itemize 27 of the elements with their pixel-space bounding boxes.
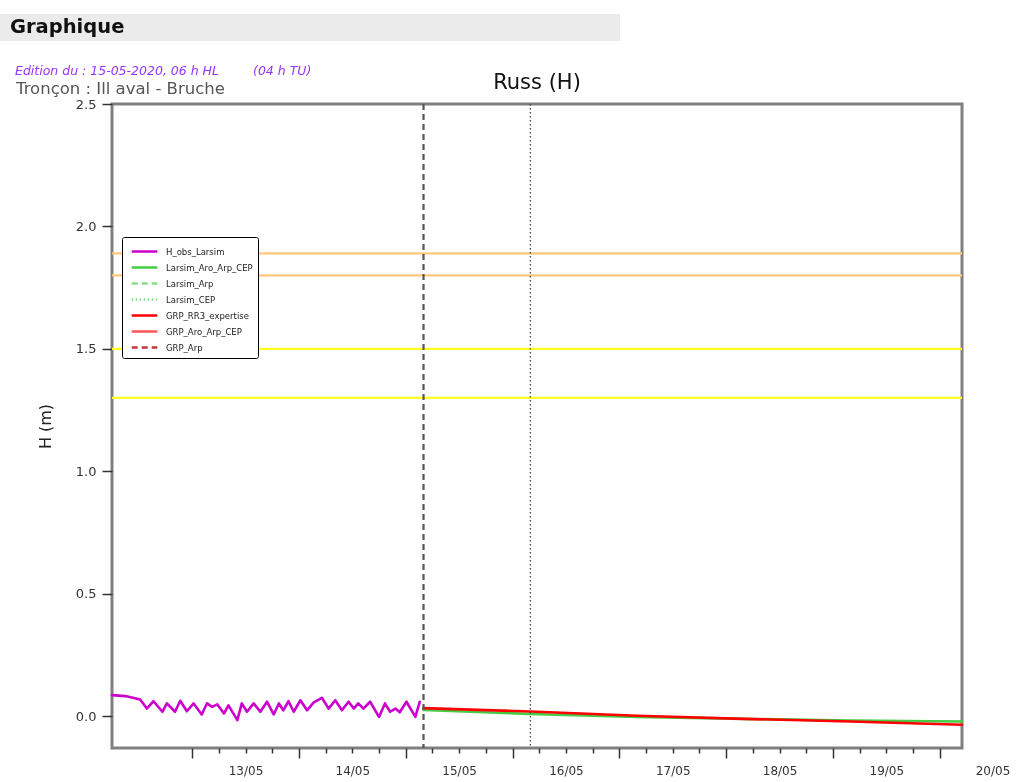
y-tick-label: 1.5: [75, 341, 97, 357]
x-tick-label: 19/05: [869, 763, 905, 778]
y-axis-title: H (m): [35, 403, 55, 450]
x-tick-label: 13/05: [228, 763, 264, 778]
x-tick-label: 16/05: [549, 763, 584, 778]
text: Edition du : 15-05-2020, 06 h HL: [15, 63, 219, 78]
legend-label: Larsim_CEP: [166, 294, 216, 305]
y-tick-label: 0.0: [75, 708, 97, 724]
legend-label: GRP_Arp: [166, 342, 203, 353]
text: 20/05: [975, 764, 1011, 778]
y-tick-label: 1.0: [75, 463, 97, 479]
x-tick-label: 14/05: [335, 763, 371, 778]
y-tick-label: 2.0: [75, 218, 97, 234]
x-tick-label: 17/05: [655, 763, 691, 778]
legend-label: Larsim_Arp: [166, 278, 214, 289]
legend-label: H_obs_Larsim: [166, 246, 225, 257]
text: Graphique: [10, 15, 125, 38]
chart-title: Russ (H): [493, 70, 581, 94]
y-tick-label: 2.5: [75, 96, 97, 112]
legend-label: Larsim_Aro_Arp_CEP: [166, 262, 253, 273]
text: (04 h TU): [253, 63, 312, 78]
text: Tronçon : Ill aval - Bruche: [15, 79, 225, 98]
x-tick-label: 18/05: [762, 763, 798, 778]
legend-label: GRP_Aro_Arp_CEP: [166, 326, 242, 337]
legend-label: GRP_RR3_expertise: [166, 310, 249, 321]
x-tick-label: 15/05: [442, 763, 477, 778]
y-tick-label: 0.5: [75, 586, 97, 602]
